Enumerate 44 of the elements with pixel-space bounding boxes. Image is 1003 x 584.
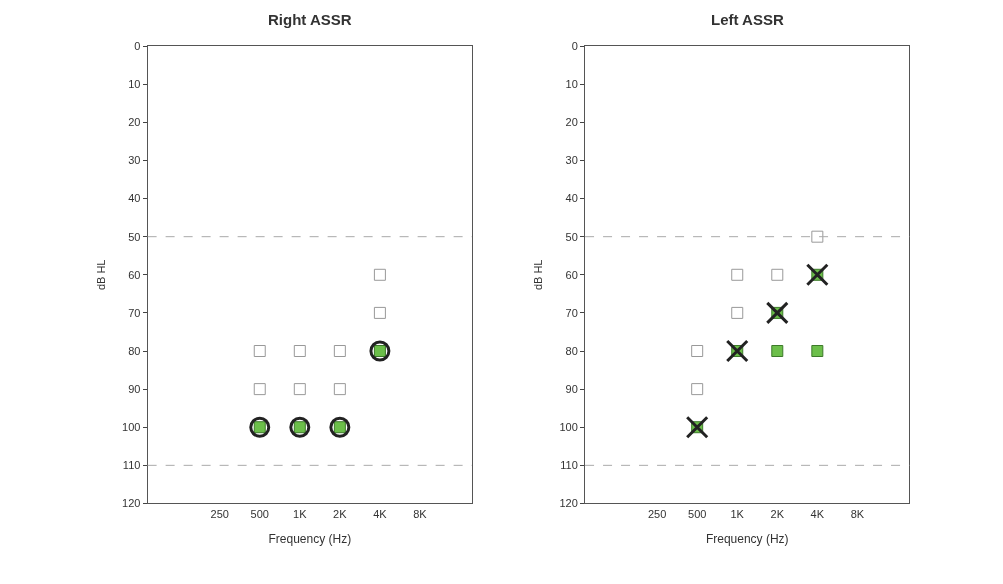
- x-tick-label: 250: [647, 507, 667, 520]
- y-tick-label: 0: [571, 39, 578, 52]
- y-tick-label: 70: [128, 306, 141, 319]
- y-tick-label: 110: [560, 459, 578, 472]
- y-tick-label: 40: [128, 192, 141, 205]
- y-tick-label: 20: [565, 116, 578, 129]
- chart-title: Right ASSR: [268, 11, 352, 28]
- x-tick-label: 1K: [730, 507, 745, 520]
- x-tick-label: 4K: [810, 507, 825, 520]
- y-axis-title: dB HL: [532, 259, 545, 291]
- y-tick-label: 10: [565, 78, 578, 91]
- y-tick-label: 100: [122, 421, 141, 434]
- x-tick-label: 8K: [413, 507, 428, 520]
- x-tick-label: 1K: [293, 507, 308, 520]
- y-tick-label: 90: [565, 382, 578, 395]
- x-tick-label: 250: [210, 507, 229, 520]
- y-tick-label: 60: [565, 268, 578, 281]
- y-tick-label: 70: [565, 306, 578, 319]
- chart-title: Left ASSR: [711, 11, 784, 28]
- x-axis-title: Frequency (Hz): [268, 531, 352, 546]
- y-tick-label: 40: [565, 192, 578, 205]
- y-tick-label: 30: [128, 154, 141, 167]
- y-tick-label: 90: [128, 382, 141, 395]
- x-tick-label: 500: [688, 507, 707, 520]
- y-tick-label: 50: [128, 230, 141, 243]
- y-tick-label: 120: [559, 497, 578, 510]
- y-tick-label: 110: [122, 459, 141, 472]
- y-tick-label: 0: [134, 39, 141, 52]
- x-tick-label: 2K: [333, 507, 348, 520]
- x-tick-label: 500: [250, 507, 269, 520]
- x-axis-title: Frequency (Hz): [705, 531, 789, 546]
- y-tick-label: 30: [565, 154, 578, 167]
- y-tick-label: 20: [128, 116, 141, 129]
- y-tick-label: 100: [559, 421, 578, 434]
- y-tick-label: 120: [122, 497, 141, 510]
- x-tick-label: 4K: [373, 507, 388, 520]
- y-tick-label: 80: [128, 344, 141, 357]
- y-tick-label: 80: [565, 344, 578, 357]
- y-tick-label: 50: [565, 230, 578, 243]
- y-tick-label: 10: [128, 78, 141, 91]
- x-tick-label: 8K: [850, 507, 865, 520]
- y-axis-title: dB HL: [94, 259, 107, 291]
- y-tick-label: 60: [128, 268, 141, 281]
- x-tick-label: 2K: [770, 507, 785, 520]
